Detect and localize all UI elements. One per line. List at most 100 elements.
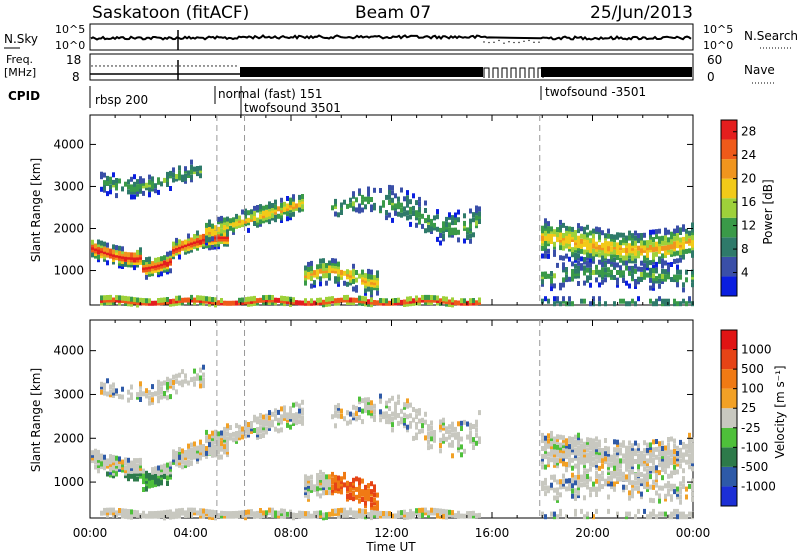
velocity-cell [643,440,646,446]
power-cell [184,173,187,179]
power-cell [646,252,649,258]
velocity-cell [679,511,682,517]
velocity-cell [244,425,247,431]
power-cell [223,227,226,233]
velocity-cell [181,379,184,385]
velocity-cell [661,459,664,465]
velocity-cell [586,474,589,479]
velocity-cell [109,456,112,462]
power-cell [562,240,565,246]
power-cell [250,209,253,215]
freq-trace [90,60,692,80]
velocity-cell [199,510,202,516]
velocity-cell [607,470,610,476]
power-cell [595,241,598,247]
velocity-cell [106,471,109,477]
power-cell [115,295,118,301]
velocity-cell [439,508,442,514]
velocity-cell [679,458,682,464]
velocity-cell [607,478,610,484]
velocity-cell [340,478,343,484]
velocity-cell [679,486,682,492]
velocity-cell [547,438,550,444]
velocity-cell [250,421,253,426]
velocity-cell [160,464,163,470]
power-cell [388,212,391,218]
velocity-cell [655,514,658,520]
power-cell [421,223,424,229]
cpid-seg-2: normal (fast) 151 [218,87,322,101]
power-cell [172,251,175,257]
velocity-cell [103,462,106,468]
velocity-cell [586,476,589,482]
velocity-cell [592,451,595,457]
power-cell [340,202,343,208]
velocity-cell [256,510,259,516]
power-cell [640,277,643,282]
power-cell [673,241,676,247]
velocity-cell [571,472,574,478]
velocity-cell [208,442,211,448]
velocity-cell [223,511,226,516]
power-cell [217,229,220,235]
velocity-cell [364,490,367,496]
velocity-cell [280,427,283,433]
velocity-cell [349,484,352,490]
power-cell [418,300,421,306]
power-cell [361,194,364,200]
power-cell [205,227,208,233]
power-cell [553,249,556,255]
power-cell [112,244,115,250]
power-cell [370,269,373,275]
velocity-cell [256,419,259,425]
velocity-cell [139,389,142,395]
velocity-cell [166,467,169,473]
velocity-cell [292,421,295,426]
power-cell [151,179,154,184]
power-cell [100,300,103,306]
power-cell [370,289,373,295]
velocity-cell [595,449,598,455]
velocity-cell [571,444,574,450]
colorbar-tick-label: 24 [741,148,756,162]
power-cell [469,238,472,244]
velocity-cell [352,404,355,410]
power-cell [358,203,361,209]
power-cell [601,262,604,268]
power-cell [100,253,103,259]
velocity-cell [313,510,316,516]
power-cell [352,268,355,274]
velocity-cell [673,454,676,460]
power-cell [472,298,475,303]
power-cell [571,274,574,279]
velocity-cell [430,431,433,436]
velocity-cell [199,452,202,458]
power-cell [559,224,562,230]
velocity-cell [598,447,601,453]
velocity-cell [307,511,310,517]
power-cell [157,177,160,183]
velocity-cell [652,468,655,474]
velocity-cell [676,461,679,467]
velocity-cell [238,430,241,436]
velocity-cell [346,486,349,492]
power-cell [631,233,634,239]
power-cell [127,189,130,195]
power-cell [220,298,223,303]
velocity-cell [331,471,334,477]
power-cell [691,222,694,228]
velocity-cell [457,439,460,445]
power-cell [622,278,625,283]
power-cell [334,211,337,217]
power-cell [598,244,601,250]
velocity-cell [559,453,562,459]
velocity-cell [163,393,166,399]
velocity-cell [331,414,334,420]
velocity-cell [229,511,232,517]
velocity-cell [118,508,121,513]
velocity-cell [262,425,265,431]
velocity-cell [160,394,163,400]
velocity-cell [148,395,151,401]
velocity-cell [265,416,268,422]
velocity-cell [595,478,598,484]
